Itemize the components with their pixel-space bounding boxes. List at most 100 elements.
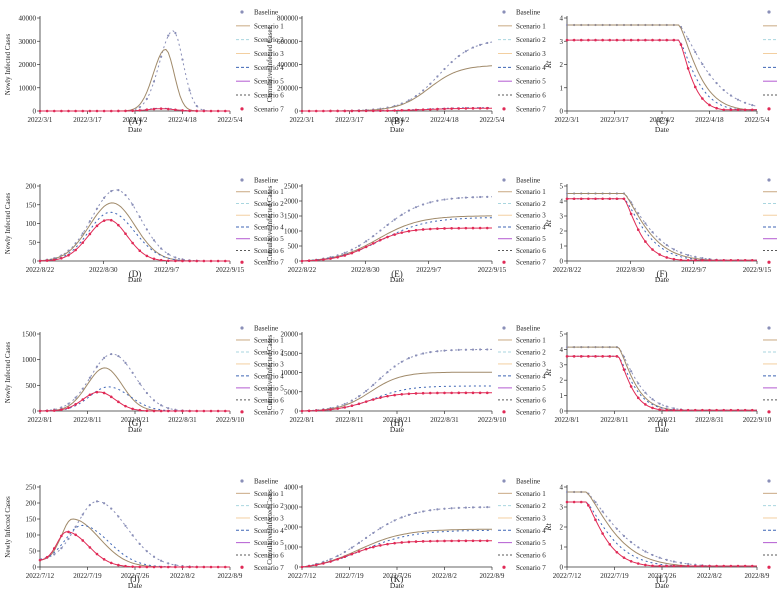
data-point — [393, 109, 396, 112]
x-tick-label: 2022/9/7 — [154, 266, 179, 274]
legend-label: Scenario 4 — [254, 223, 284, 231]
data-point — [636, 38, 640, 42]
y-tick-label: 4 — [560, 198, 564, 206]
y-tick-label: 0 — [295, 564, 299, 572]
data-point — [471, 391, 475, 395]
data-point — [694, 50, 697, 54]
data-point — [587, 355, 590, 358]
data-point — [450, 226, 453, 230]
data-point — [400, 392, 404, 396]
panel-label: (I) — [658, 418, 667, 428]
data-point — [464, 226, 468, 230]
legend-item: Scenario 1 — [763, 492, 777, 494]
series-line-scenario-4 — [301, 217, 492, 262]
panel-h: 0 5000 10000 15000 20000 2022/8/1 2022/8/11 202… — [266, 325, 546, 435]
x-tick-label: 2022/8/22 — [26, 266, 55, 274]
data-point — [729, 564, 733, 568]
data-point — [102, 558, 106, 561]
data-point — [601, 532, 604, 535]
data-point — [457, 196, 460, 200]
data-point — [350, 248, 353, 251]
series-line-scenario-1 — [301, 215, 492, 262]
data-point — [379, 238, 382, 242]
data-point — [457, 348, 460, 352]
y-tick-label: 1000 — [284, 228, 299, 236]
data-point — [414, 540, 418, 543]
data-point — [636, 228, 640, 232]
series-line-scenario-1 — [567, 24, 757, 111]
legend-item: Scenario 7 — [240, 564, 284, 572]
data-point — [579, 500, 583, 504]
data-point — [52, 547, 56, 550]
data-point — [117, 515, 120, 518]
legend-label: Scenario 3 — [516, 360, 546, 368]
legend-item: Scenario 7 — [767, 260, 771, 264]
data-point — [587, 197, 590, 201]
series-line-scenario-1 — [301, 371, 492, 412]
x-tick-label: 2022/8/11 — [335, 416, 364, 424]
data-point — [672, 560, 675, 563]
data-point — [52, 258, 56, 262]
series-line-scenario-4 — [567, 501, 757, 567]
legend-item: Scenario 2 — [763, 351, 777, 353]
y-tick-label: 250 — [26, 484, 37, 492]
data-point — [701, 564, 704, 568]
legend-item: Scenario 5 — [498, 384, 546, 392]
legend-item: Scenario 3 — [236, 360, 284, 368]
data-point — [636, 396, 640, 400]
panel-label: (G) — [129, 418, 142, 428]
x-tick-label: 2022/3/17 — [335, 116, 364, 124]
data-point — [565, 500, 569, 504]
data-point — [88, 109, 92, 113]
data-point — [307, 109, 311, 113]
x-tick-label: 2022/7/26 — [648, 572, 677, 580]
data-point — [350, 109, 354, 113]
legend-item: Scenario 4 — [236, 223, 284, 231]
data-point — [300, 409, 304, 413]
data-point — [572, 355, 576, 358]
data-point — [202, 409, 206, 413]
legend-item: Scenario 6 — [763, 249, 777, 251]
legend-label: Scenario 6 — [516, 92, 546, 100]
x-tick-label: 2022/4/2 — [123, 116, 148, 124]
data-point — [81, 109, 85, 113]
x-tick-label: 2022/7/12 — [288, 572, 317, 580]
data-point — [167, 34, 170, 37]
legend-marker — [240, 565, 244, 569]
legend-item: Scenario 4 — [236, 527, 284, 535]
y-tick-label: 400000 — [277, 61, 299, 69]
data-point — [202, 565, 206, 569]
y-tick-label: 4 — [560, 15, 564, 23]
data-point — [74, 403, 77, 406]
data-point — [693, 564, 697, 568]
data-point — [736, 564, 740, 568]
data-point — [67, 406, 70, 410]
data-point — [658, 238, 661, 241]
legend-label: Scenario 7 — [254, 564, 284, 572]
data-point — [457, 539, 461, 543]
data-point — [160, 247, 163, 250]
legend-label: Scenario 5 — [254, 78, 284, 86]
legend-marker — [767, 260, 771, 264]
data-point — [436, 75, 439, 78]
data-point — [686, 67, 690, 70]
data-point — [400, 231, 404, 234]
data-point — [174, 31, 177, 35]
data-point — [629, 38, 633, 42]
legend-item: Scenario 5 — [763, 238, 777, 240]
legend-label: Scenario 4 — [516, 527, 546, 535]
data-point — [195, 104, 198, 108]
y-tick-label: 150 — [26, 516, 37, 524]
data-point — [152, 257, 156, 261]
legend-item: Scenario 3 — [236, 50, 284, 58]
data-point — [594, 38, 597, 42]
y-axis-label: Rt — [544, 368, 553, 377]
data-point — [471, 196, 475, 199]
data-point — [379, 396, 382, 399]
data-point — [81, 513, 84, 516]
x-tick-label: 2022/7/26 — [383, 572, 412, 580]
data-point — [350, 546, 353, 549]
legend-item: Baseline — [502, 325, 540, 333]
y-axis-label: Cumulative Infected Cases — [266, 27, 274, 103]
data-point — [372, 531, 375, 535]
